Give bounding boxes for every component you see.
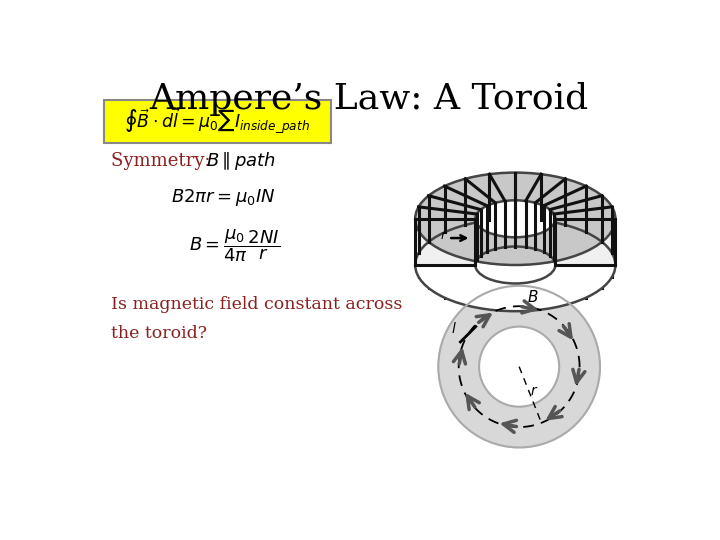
Polygon shape: [415, 173, 616, 265]
Polygon shape: [438, 286, 600, 448]
FancyBboxPatch shape: [104, 100, 330, 143]
Polygon shape: [555, 219, 616, 265]
Text: Symmetry:: Symmetry:: [111, 152, 222, 170]
Text: $r$: $r$: [530, 384, 539, 398]
Text: $B \parallel path$: $B \parallel path$: [206, 150, 276, 172]
Text: $l$: $l$: [451, 321, 457, 335]
Text: Ampere’s Law: A Toroid: Ampere’s Law: A Toroid: [150, 82, 588, 116]
Text: $B = \dfrac{\mu_0}{4\pi} \dfrac{2NI}{r}$: $B = \dfrac{\mu_0}{4\pi} \dfrac{2NI}{r}$: [189, 227, 280, 264]
Ellipse shape: [475, 200, 555, 237]
Circle shape: [479, 327, 559, 407]
Text: Is magnetic field constant across
the toroid?: Is magnetic field constant across the to…: [111, 296, 402, 342]
Text: $B2\pi r = \mu_0 IN$: $B2\pi r = \mu_0 IN$: [171, 187, 275, 208]
Polygon shape: [415, 219, 475, 265]
Ellipse shape: [475, 247, 555, 284]
Text: $\oint \vec{B} \cdot d\vec{l} = \mu_0 \sum I_{inside\_path}$: $\oint \vec{B} \cdot d\vec{l} = \mu_0 \s…: [125, 107, 310, 136]
Text: r: r: [441, 230, 446, 242]
Ellipse shape: [415, 219, 616, 311]
Text: $B$: $B$: [527, 289, 539, 305]
